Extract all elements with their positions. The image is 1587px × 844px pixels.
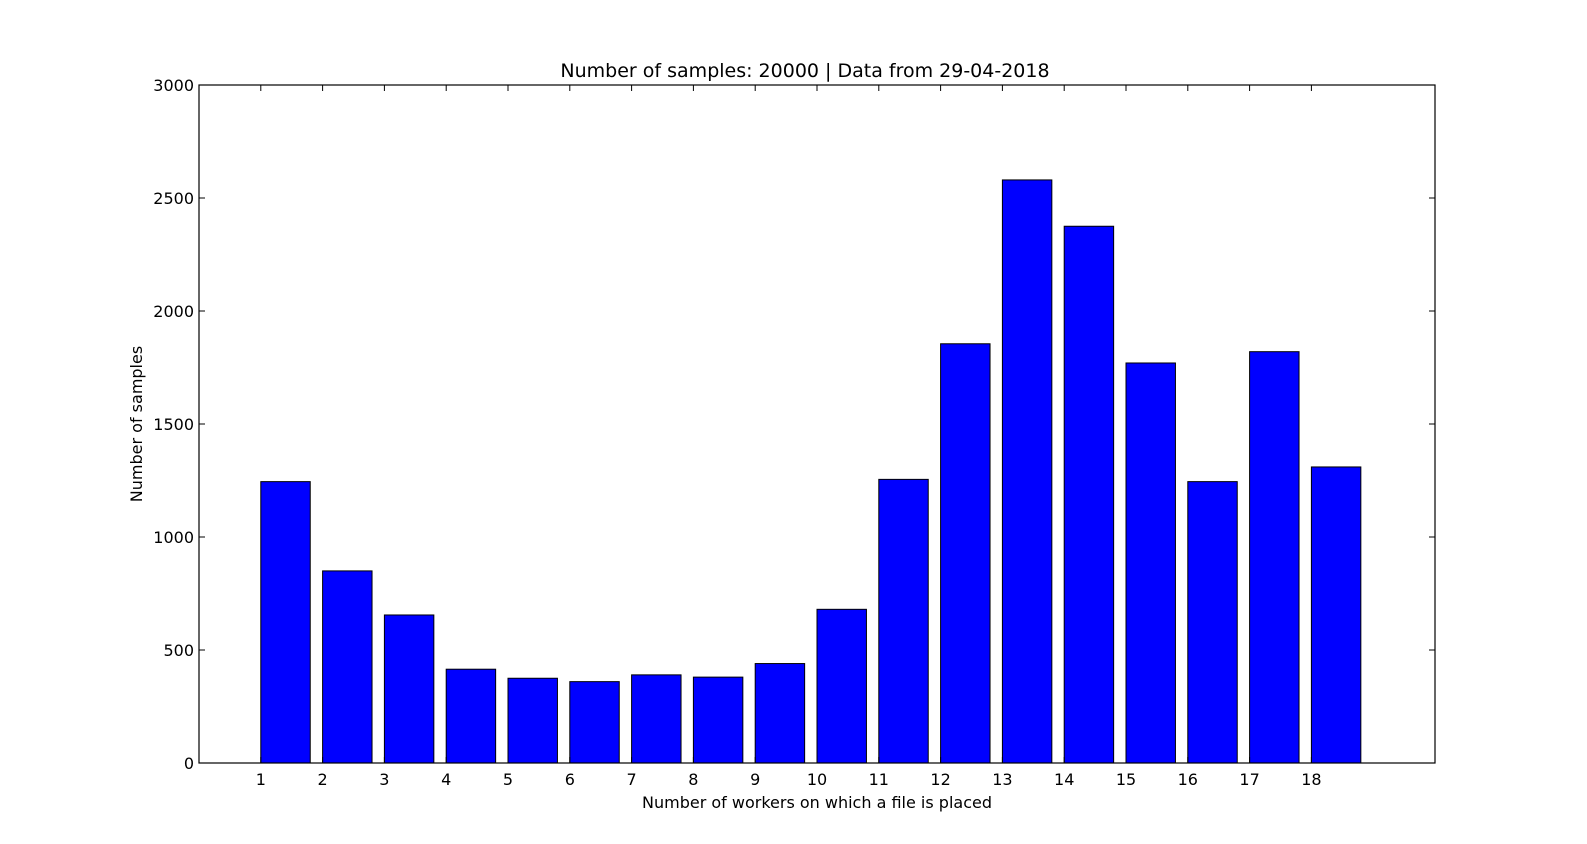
bar-15 xyxy=(1125,362,1176,764)
y-tick-label: 500 xyxy=(163,641,194,660)
x-tick-label: 17 xyxy=(1239,770,1259,789)
x-tick-label: 18 xyxy=(1301,770,1321,789)
bars-group xyxy=(260,179,1362,764)
bar-18 xyxy=(1310,466,1362,764)
bar-17 xyxy=(1249,351,1300,764)
bar-10 xyxy=(816,608,867,764)
x-tick-label: 7 xyxy=(627,770,637,789)
bar-7 xyxy=(631,674,682,764)
x-tick-label: 4 xyxy=(441,770,451,789)
bar-11 xyxy=(878,478,929,764)
y-tick-label: 2000 xyxy=(153,302,194,321)
bar-3 xyxy=(383,614,435,764)
bar-5 xyxy=(507,677,558,764)
x-tick-label: 2 xyxy=(318,770,328,789)
x-tick-label: 13 xyxy=(992,770,1012,789)
x-tick-label: 11 xyxy=(869,770,889,789)
x-tick-label: 3 xyxy=(379,770,389,789)
bar-12 xyxy=(940,343,991,764)
x-tick-label: 16 xyxy=(1178,770,1198,789)
x-tick-label: 14 xyxy=(1054,770,1074,789)
bar-8 xyxy=(692,676,744,764)
y-tick-label: 1500 xyxy=(153,415,194,434)
bar-4 xyxy=(445,668,497,764)
bar-6 xyxy=(569,681,620,764)
x-tick-label: 10 xyxy=(807,770,827,789)
x-tick-label: 1 xyxy=(256,770,266,789)
y-tick-label: 3000 xyxy=(153,76,194,95)
chart-title: Number of samples: 20000 | Data from 29-… xyxy=(560,60,1049,82)
bar-13 xyxy=(1001,179,1053,764)
x-tick-label: 5 xyxy=(503,770,513,789)
y-tick-label: 2500 xyxy=(153,189,194,208)
ticks-group: 1 2 3 4 5 6 7 8 9 10 11 12 13 14 15 16 17 180500100015002… xyxy=(153,76,1435,789)
y-tick-label: 1000 xyxy=(153,528,194,547)
x-tick-label: 12 xyxy=(930,770,950,789)
x-tick-label: 9 xyxy=(750,770,760,789)
bar-1 xyxy=(260,481,311,764)
x-axis-label: Number of workers on which a file is pla… xyxy=(642,793,992,812)
y-axis-label: Number of samples xyxy=(127,346,146,502)
bar-16 xyxy=(1187,481,1238,764)
bar-2 xyxy=(322,570,373,764)
bar-9 xyxy=(754,663,806,764)
y-tick-label: 0 xyxy=(184,754,194,773)
x-tick-label: 6 xyxy=(565,770,575,789)
x-tick-label: 8 xyxy=(688,770,698,789)
plot-frame xyxy=(198,84,1436,764)
bar-14 xyxy=(1063,225,1115,764)
x-tick-label: 15 xyxy=(1116,770,1136,789)
